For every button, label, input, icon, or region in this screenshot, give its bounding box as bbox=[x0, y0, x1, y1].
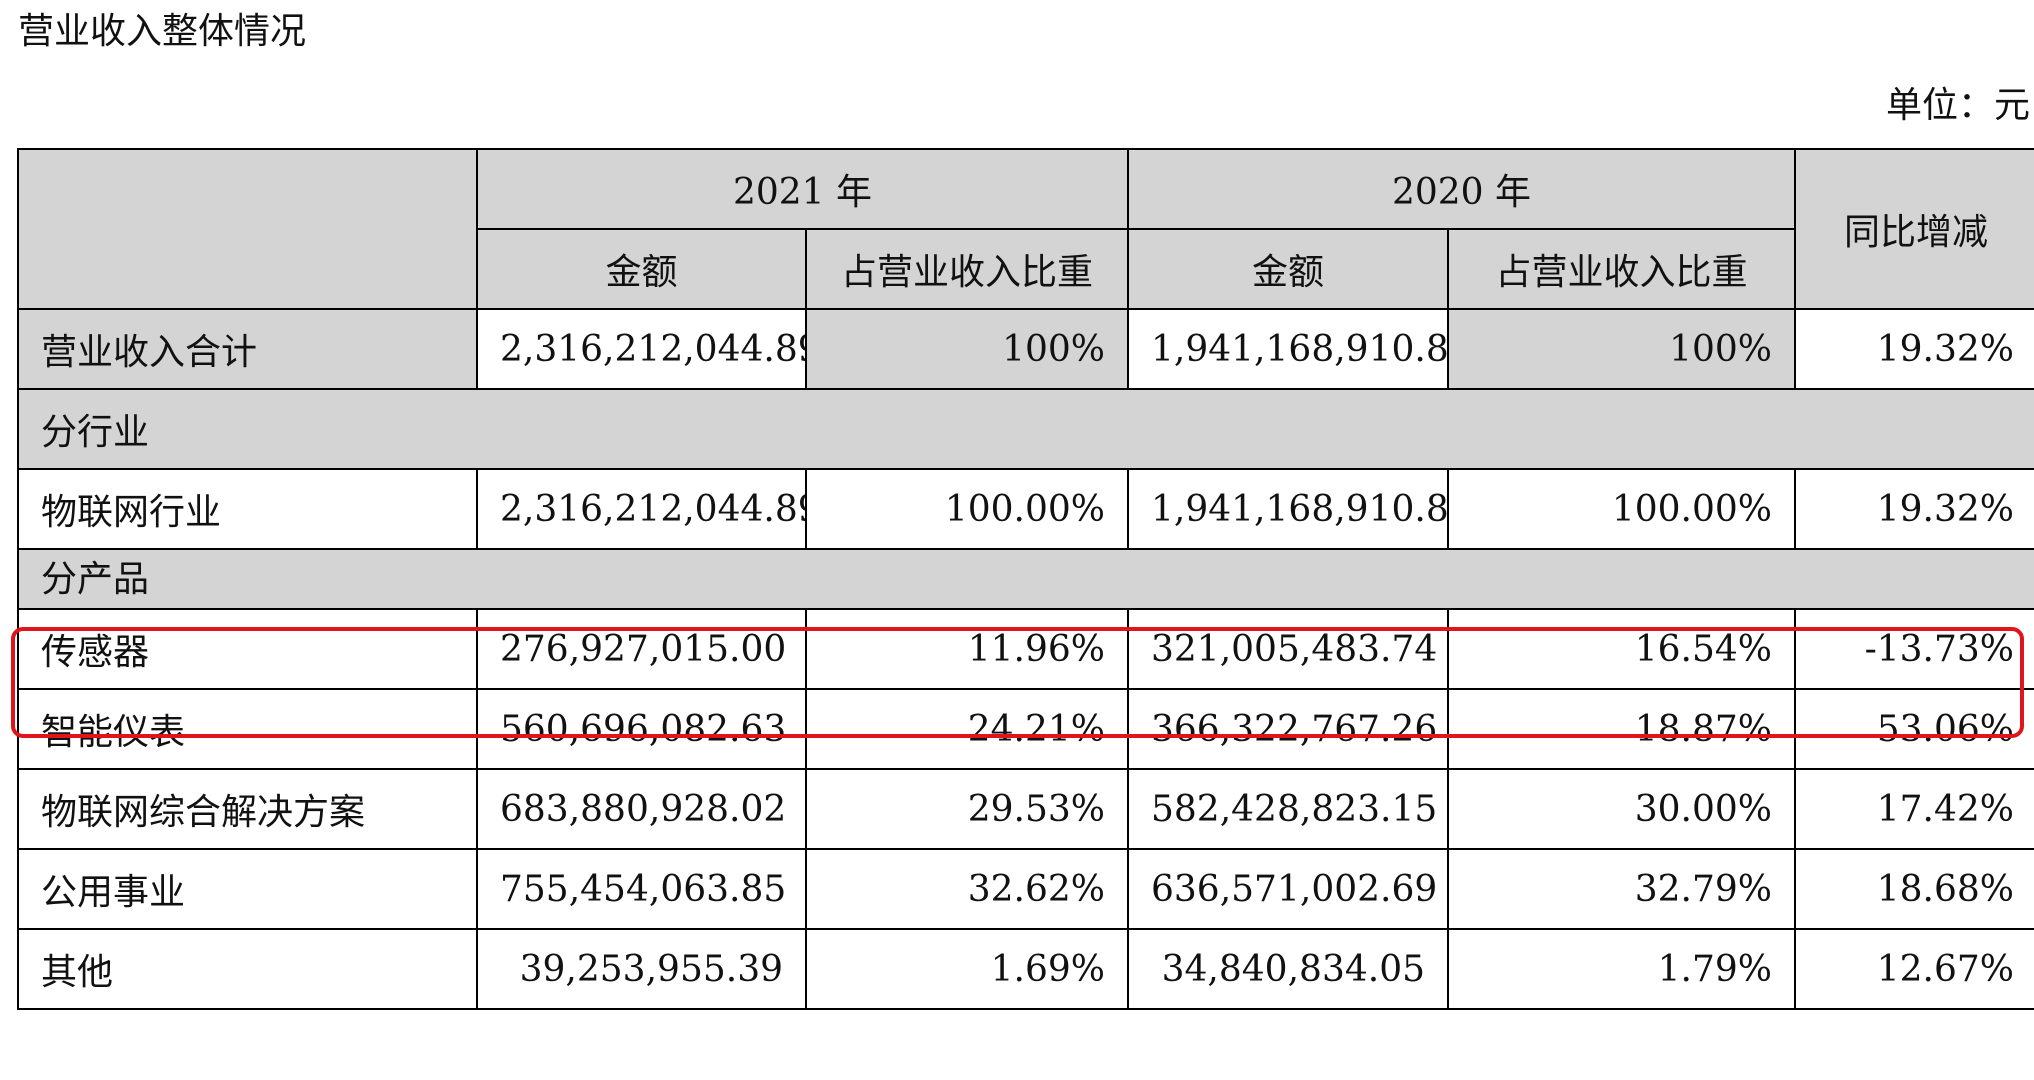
unit-label: 单位：元 bbox=[1885, 85, 2030, 126]
section-label-product: 分产品 bbox=[17, 548, 2034, 610]
page-title: 营业收入整体情况 bbox=[18, 11, 307, 52]
table-row: 公用事业 755,454,063.85 32.62% 636,571,002.6… bbox=[17, 848, 2034, 930]
yoy-cell: 12.67% bbox=[1794, 928, 2034, 1010]
header-ratio-2020: 占营业收入比重 bbox=[1447, 228, 1796, 310]
amount-2021-cell: 276,927,015.00 bbox=[476, 608, 807, 690]
amount-2020-cell: 321,005,483.74 bbox=[1127, 608, 1449, 690]
amount-2020-cell: 34,840,834.05 bbox=[1127, 928, 1449, 1010]
ratio-2020-cell: 1.79% bbox=[1447, 928, 1796, 1010]
yoy-cell: 17.42% bbox=[1794, 768, 2034, 850]
header-2020: 2020 年 bbox=[1127, 148, 1796, 230]
ratio-2021-cell: 32.62% bbox=[805, 848, 1129, 930]
table-row: 智能仪表 560,696,082.63 24.21% 366,322,767.2… bbox=[17, 688, 2034, 770]
table-row: 传感器 276,927,015.00 11.96% 321,005,483.74… bbox=[17, 608, 2034, 690]
amount-2021-cell: 39,253,955.39 bbox=[476, 928, 807, 1010]
row-label: 智能仪表 bbox=[17, 688, 478, 770]
ratio-2021-cell: 29.53% bbox=[805, 768, 1129, 850]
header-row-years: 2021 年 2020 年 同比增减 bbox=[17, 148, 2034, 310]
header-row-subcols: 金额 占营业收入比重 金额 占营业收入比重 bbox=[18, 228, 2034, 310]
ratio-2020-cell: 100.00% bbox=[1447, 468, 1796, 550]
ratio-2021-cell: 100% bbox=[805, 308, 1129, 390]
amount-2021-cell: 2,316,212,044.89 bbox=[476, 308, 807, 390]
ratio-2020-cell: 32.79% bbox=[1447, 848, 1796, 930]
yoy-cell: 19.32% bbox=[1794, 468, 2034, 550]
header-ratio-2021: 占营业收入比重 bbox=[805, 228, 1129, 310]
amount-2020-cell: 366,322,767.26 bbox=[1127, 688, 1449, 770]
section-row-product: 分产品 bbox=[17, 548, 2034, 610]
amount-2020-cell: 636,571,002.69 bbox=[1127, 848, 1449, 930]
row-label: 物联网综合解决方案 bbox=[17, 768, 478, 850]
row-label: 其他 bbox=[17, 928, 478, 1010]
ratio-2020-cell: 16.54% bbox=[1447, 608, 1796, 690]
row-label: 公用事业 bbox=[17, 848, 478, 930]
amount-2021-cell: 755,454,063.85 bbox=[476, 848, 807, 930]
row-label: 传感器 bbox=[17, 608, 478, 690]
header-amount-2021: 金额 bbox=[476, 228, 807, 310]
section-row-industry: 分行业 bbox=[17, 388, 2034, 470]
table-row: 其他 39,253,955.39 1.69% 34,840,834.05 1.7… bbox=[17, 928, 2034, 1010]
ratio-2020-cell: 30.00% bbox=[1447, 768, 1796, 850]
table-row: 物联网行业 2,316,212,044.89 100.00% 1,941,168… bbox=[17, 468, 2034, 550]
ratio-2021-cell: 11.96% bbox=[805, 608, 1129, 690]
yoy-cell: -13.73% bbox=[1794, 608, 2034, 690]
ratio-2020-cell: 100% bbox=[1447, 308, 1796, 390]
row-label: 物联网行业 bbox=[17, 468, 478, 550]
ratio-2021-cell: 100.00% bbox=[805, 468, 1129, 550]
table-row: 物联网综合解决方案 683,880,928.02 29.53% 582,428,… bbox=[17, 768, 2034, 850]
row-label: 营业收入合计 bbox=[17, 308, 478, 390]
header-corner-cell bbox=[17, 148, 478, 310]
header-yoy: 同比增减 bbox=[1794, 148, 2034, 310]
amount-2020-cell: 582,428,823.15 bbox=[1127, 768, 1449, 850]
amount-2020-cell: 1,941,168,910.89 bbox=[1127, 468, 1449, 550]
amount-2020-cell: 1,941,168,910.89 bbox=[1127, 308, 1449, 390]
ratio-2021-cell: 24.21% bbox=[805, 688, 1129, 770]
amount-2021-cell: 2,316,212,044.89 bbox=[476, 468, 807, 550]
revenue-table: 2021 年 2020 年 同比增减 金额 占营业收入比重 金额 占营业收入比重… bbox=[17, 148, 2034, 1010]
section-label-industry: 分行业 bbox=[17, 388, 2034, 470]
header-2021: 2021 年 bbox=[476, 148, 1129, 230]
header-amount-2020: 金额 bbox=[1127, 228, 1449, 310]
yoy-cell: 19.32% bbox=[1794, 308, 2034, 390]
yoy-cell: 18.68% bbox=[1794, 848, 2034, 930]
yoy-cell: 53.06% bbox=[1794, 688, 2034, 770]
amount-2021-cell: 560,696,082.63 bbox=[476, 688, 807, 770]
table-row-total: 营业收入合计 2,316,212,044.89 100% 1,941,168,9… bbox=[17, 308, 2034, 390]
ratio-2021-cell: 1.69% bbox=[805, 928, 1129, 1010]
ratio-2020-cell: 18.87% bbox=[1447, 688, 1796, 770]
amount-2021-cell: 683,880,928.02 bbox=[476, 768, 807, 850]
